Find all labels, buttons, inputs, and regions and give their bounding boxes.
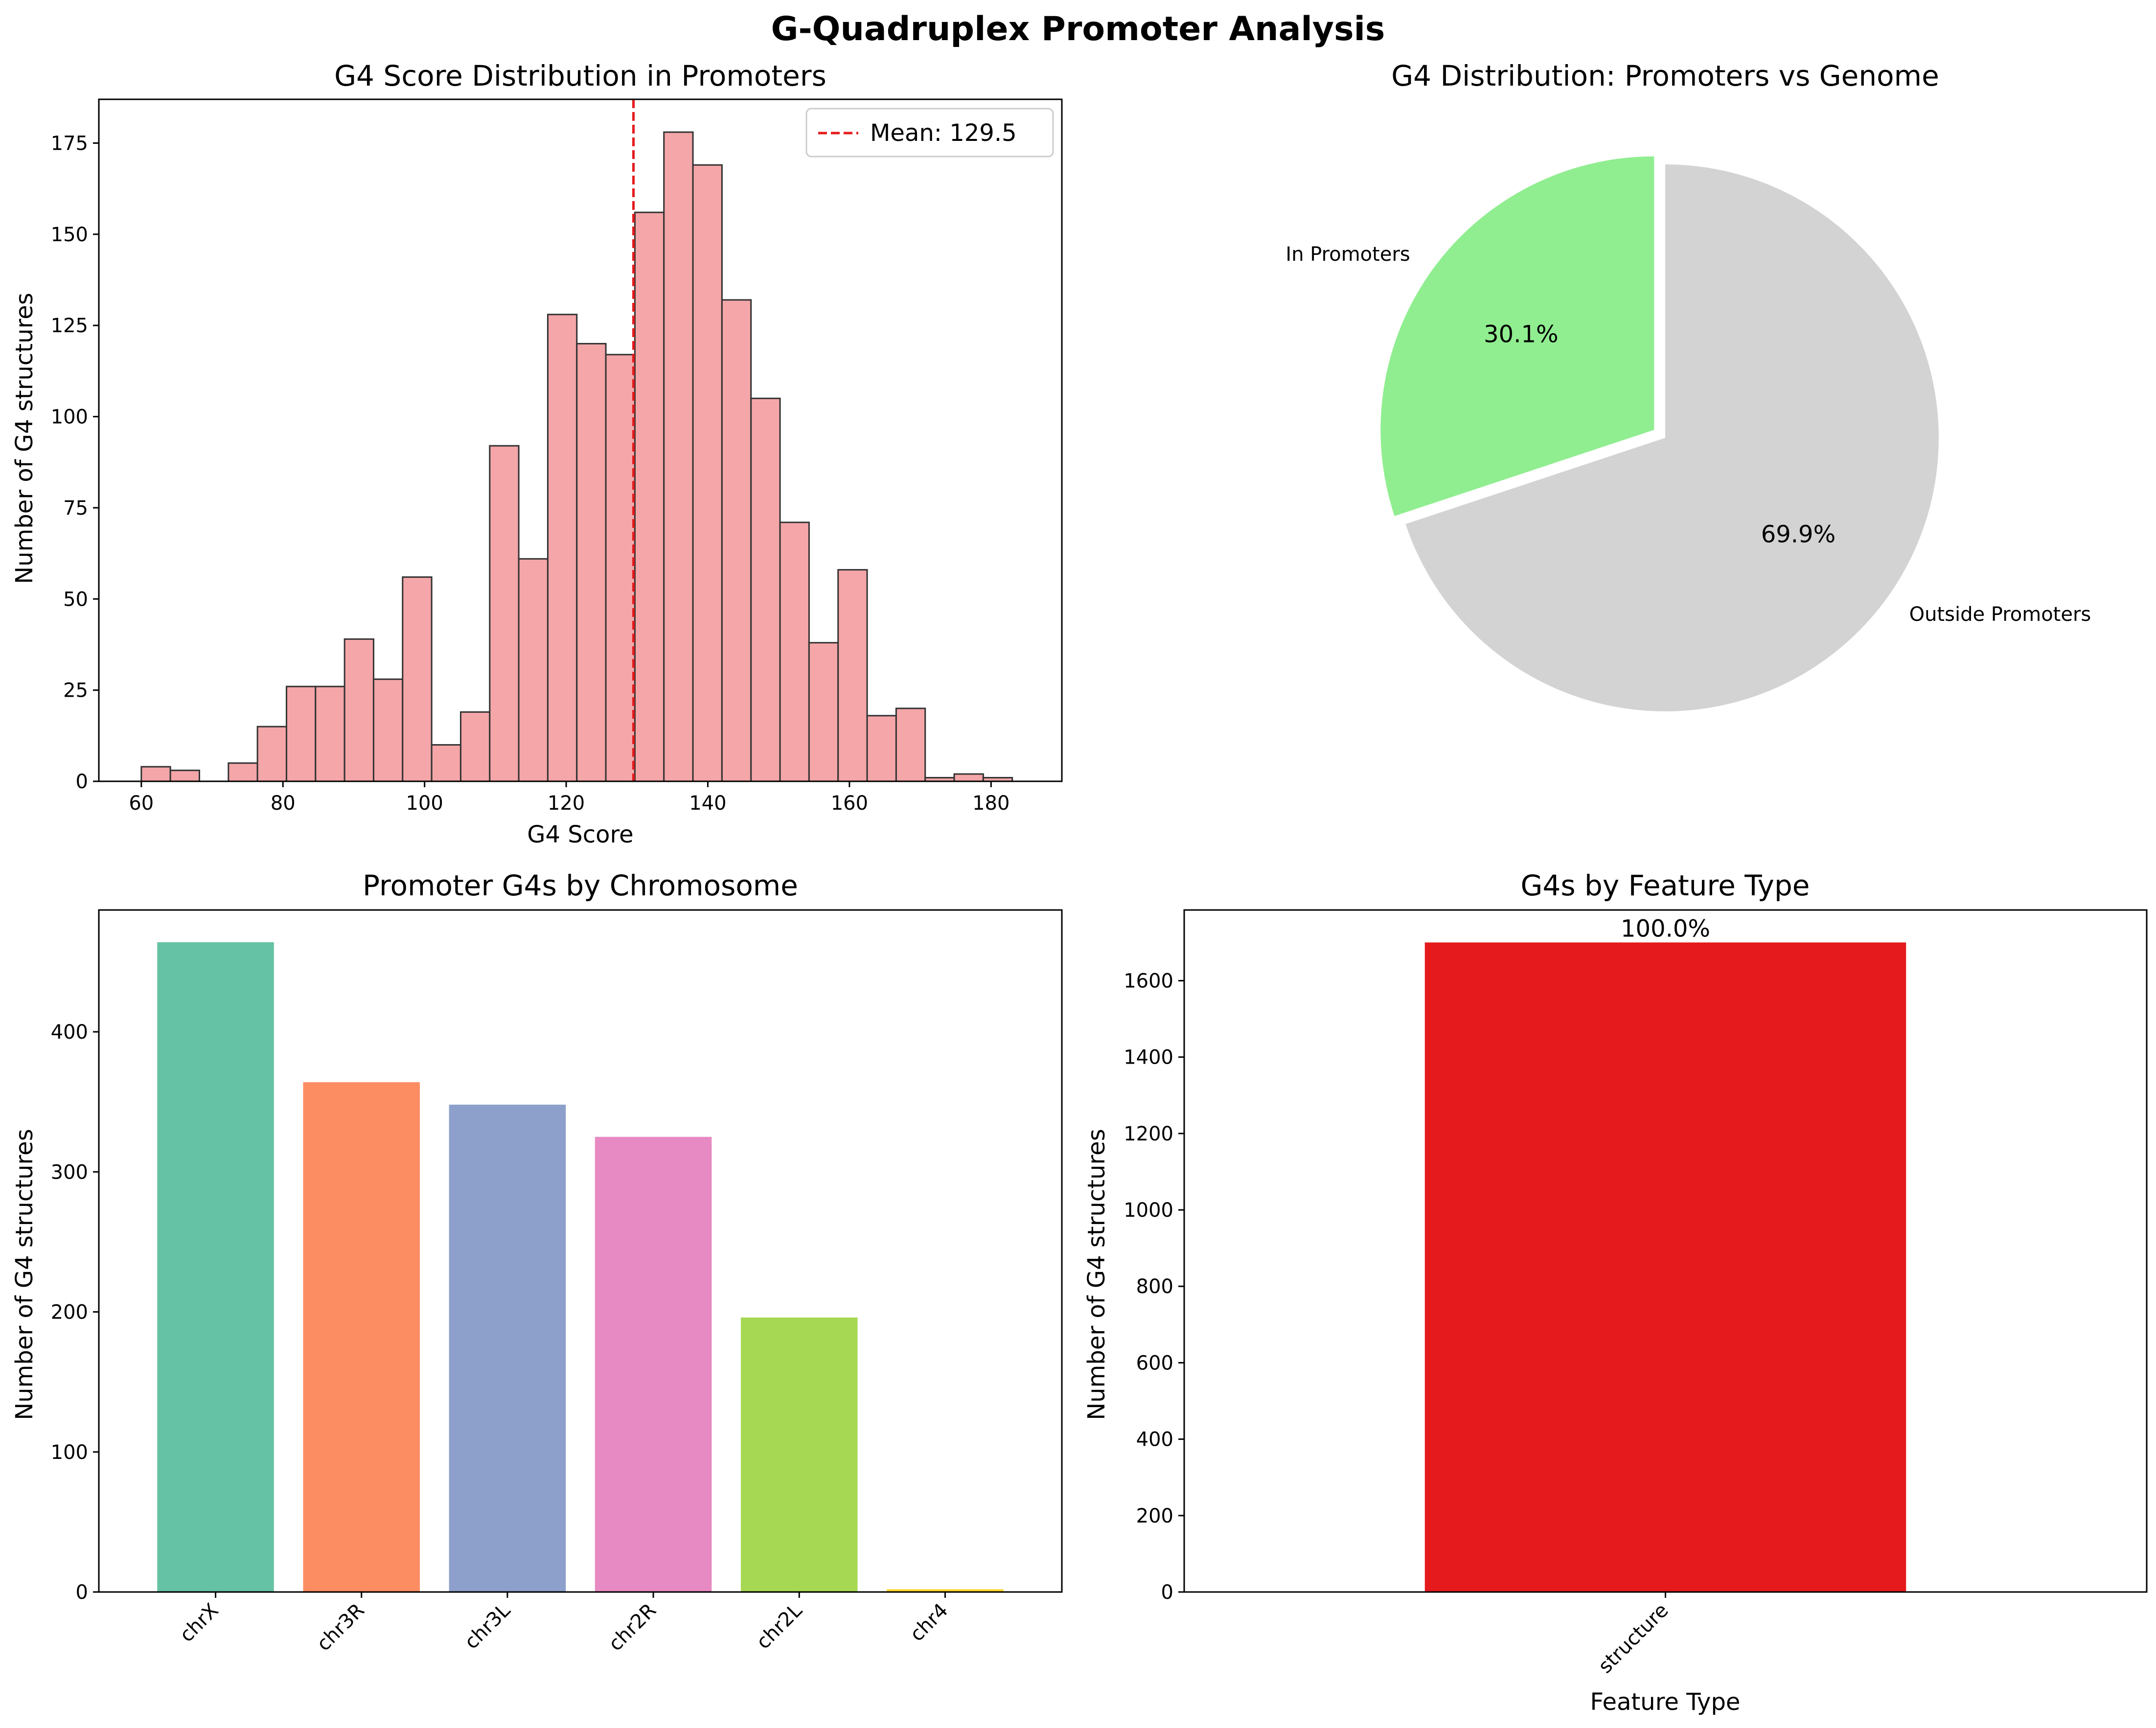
pie-slice: [1405, 164, 1939, 711]
panel-feature-type-bars: G4s by Feature Type 100.0%structure02004…: [1083, 869, 2148, 1716]
histogram-bar: [431, 744, 461, 782]
histogram-bar: [634, 211, 665, 782]
feature-plot-area: 100.0%structure0200400600800100012001400…: [1124, 909, 2148, 1678]
panel-chromosome-bars: Promoter G4s by Chromosome chrX chr3R chr3…: [11, 869, 1063, 1656]
histogram-x-tick-label: 180: [972, 792, 1009, 815]
chromosome-y-tick-label: 400: [51, 1021, 88, 1044]
feature-y-tick-label: 200: [1136, 1505, 1173, 1527]
feature-x-axis-label: Feature Type: [1590, 1688, 1741, 1716]
legend-mean-label: Mean: 129.5: [870, 119, 1017, 147]
histogram-y-tick-label: 100: [51, 406, 88, 429]
histogram-y-axis-label: Number of G4 structures: [11, 293, 38, 584]
chromosome-axes-frame: [98, 909, 1063, 1593]
histogram-bar: [750, 397, 781, 782]
legend-box: [805, 108, 1054, 158]
pie-slice-label: In Promoters: [1285, 243, 1410, 266]
chromosome-chart-title: Promoter G4s by Chromosome: [363, 869, 798, 902]
feature-axes-frame: [1183, 909, 2148, 1593]
pie-slice-label: Outside Promoters: [1909, 603, 2091, 626]
feature-bar-value-label: 100.0%: [1621, 915, 1710, 942]
pie-slice: [1380, 156, 1654, 516]
pie-percent-label: 69.9%: [1761, 521, 1835, 548]
histogram-x-tick-label: 160: [831, 792, 868, 815]
chromosome-bar: [303, 1082, 420, 1592]
histogram-y-tick-label: 125: [51, 315, 88, 337]
histogram-bar: [140, 766, 171, 782]
chromosome-bar: [157, 942, 274, 1592]
histogram-bar: [663, 131, 694, 782]
histogram-axes-frame: [98, 98, 1063, 782]
histogram-bar: [489, 445, 520, 782]
histogram-bar: [953, 773, 984, 782]
histogram-y-tick-label: 0: [76, 771, 88, 793]
chromosome-bar: [741, 1317, 858, 1592]
feature-y-tick-label: 0: [1161, 1581, 1173, 1604]
histogram-x-tick-label: 60: [129, 792, 154, 815]
histogram-plot-area: 60 80 100 120 140 160 180 0 25 50 75 100 125 150 175 Me…: [51, 98, 1063, 815]
chromosome-bar: [595, 1137, 712, 1592]
pie-title: G4 Distribution: Promoters vs Genome: [1391, 59, 1939, 92]
histogram-bar: [228, 762, 258, 782]
histogram-x-axis-label: G4 Score: [527, 821, 633, 848]
histogram-bar: [576, 342, 607, 782]
histogram-bar: [459, 711, 491, 782]
chromosome-y-tick-label: 0: [76, 1581, 88, 1604]
histogram-x-tick-label: 120: [548, 792, 585, 815]
chromosome-y-tick-label: 200: [51, 1301, 88, 1324]
histogram-bar: [808, 642, 839, 782]
chromosome-y-tick-label: 100: [51, 1441, 88, 1464]
chromosome-bar: [449, 1104, 566, 1592]
histogram-bar: [169, 770, 200, 782]
histogram-bar: [402, 576, 433, 782]
histogram-bar: [779, 522, 810, 782]
panel-promoter-pie: G4 Distribution: Promoters vs Genome In …: [1285, 59, 2091, 711]
feature-y-axis-label: Number of G4 structures: [1083, 1129, 1110, 1420]
histogram-bar: [605, 354, 636, 782]
histogram-x-tick-label: 140: [689, 792, 726, 815]
feature-y-tick-label: 1600: [1124, 970, 1173, 992]
histogram-x-tick-label: 100: [406, 792, 443, 815]
histogram-bar: [315, 685, 345, 782]
pie-percent-label: 30.1%: [1484, 320, 1558, 348]
figure-title: G-Quadruplex Promoter Analysis: [771, 10, 1385, 48]
feature-y-tick-label: 400: [1136, 1429, 1173, 1451]
feature-y-tick-label: 1400: [1124, 1046, 1173, 1069]
histogram-bar: [372, 678, 404, 782]
histogram-bar: [837, 569, 868, 782]
histogram-bar: [518, 558, 549, 782]
histogram-title: G4 Score Distribution in Promoters: [334, 59, 826, 92]
feature-y-tick-label: 1200: [1124, 1123, 1173, 1145]
histogram-bar: [285, 685, 317, 782]
histogram-bar: [256, 726, 287, 782]
feature-bar: [1424, 942, 1906, 1592]
feature-chart-title: G4s by Feature Type: [1521, 869, 1810, 902]
chromosome-bar: [887, 1589, 1004, 1592]
histogram-y-tick-label: 25: [63, 680, 88, 702]
pie-plot-area: In Promoters 30.1% Outside Promoters 69.9%: [1285, 156, 2091, 711]
chromosome-y-axis-label: Number of G4 structures: [11, 1129, 38, 1420]
panel-score-histogram: G4 Score Distribution in Promoters 60 80 1…: [11, 59, 1063, 848]
histogram-bar: [721, 299, 752, 782]
histogram-y-tick-label: 75: [63, 497, 88, 520]
histogram-bar: [895, 707, 926, 782]
histogram-y-tick-label: 50: [63, 588, 88, 611]
histogram-x-tick-label: 80: [271, 792, 296, 815]
histogram-y-tick-label: 175: [51, 132, 88, 155]
histogram-bar: [692, 164, 723, 782]
chromosome-y-tick-label: 300: [51, 1161, 88, 1183]
histogram-bar: [344, 638, 374, 782]
histogram-y-tick-label: 150: [51, 224, 88, 246]
feature-y-tick-label: 800: [1136, 1275, 1173, 1298]
feature-y-tick-label: 600: [1136, 1352, 1173, 1374]
histogram-bar: [547, 314, 578, 782]
histogram-bar: [866, 715, 897, 782]
feature-y-tick-label: 1000: [1124, 1199, 1173, 1222]
